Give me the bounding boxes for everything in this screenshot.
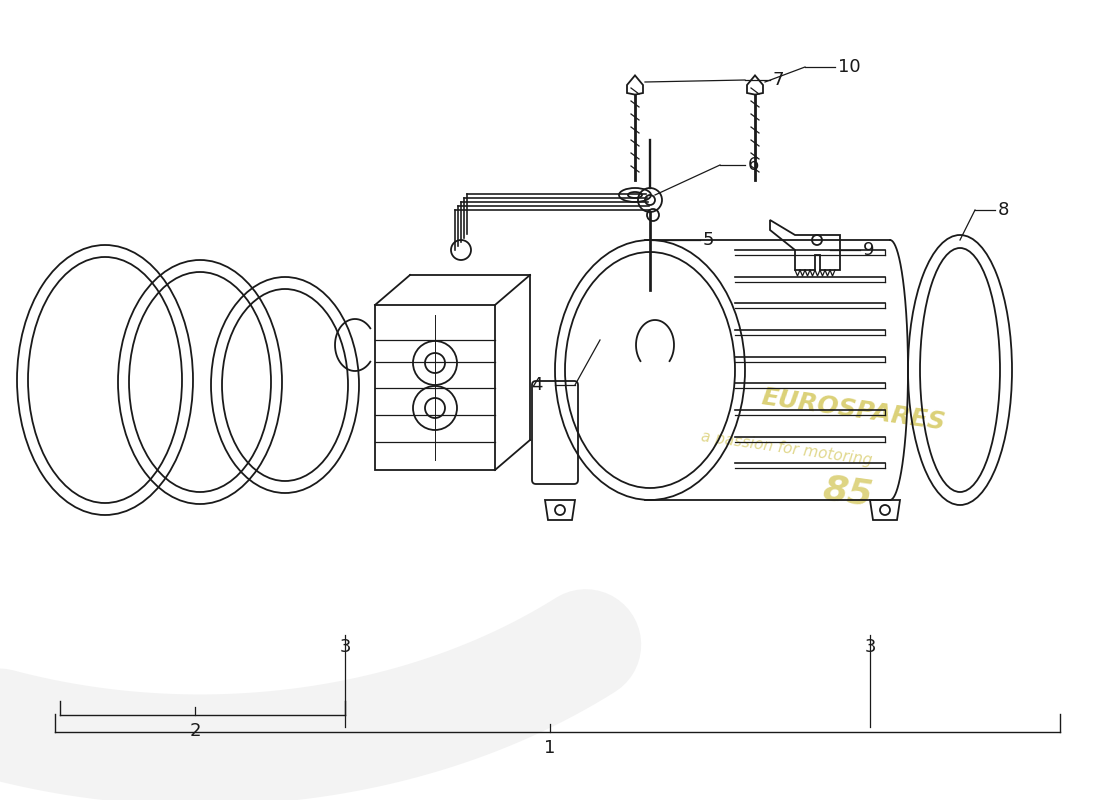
- Text: 8: 8: [998, 201, 1010, 219]
- Text: 5: 5: [703, 231, 715, 249]
- Text: 1: 1: [544, 739, 556, 757]
- Text: 10: 10: [838, 58, 860, 76]
- Text: 3: 3: [339, 638, 351, 656]
- Text: 9: 9: [864, 241, 874, 259]
- Text: 2: 2: [189, 722, 200, 740]
- Text: EUROSPARES: EUROSPARES: [760, 386, 947, 435]
- Text: 7: 7: [773, 71, 784, 89]
- Text: 6: 6: [748, 156, 759, 174]
- Text: 4: 4: [531, 376, 543, 394]
- Text: 85: 85: [820, 471, 874, 512]
- Text: a passion for motoring: a passion for motoring: [700, 429, 873, 468]
- Text: 3: 3: [865, 638, 876, 656]
